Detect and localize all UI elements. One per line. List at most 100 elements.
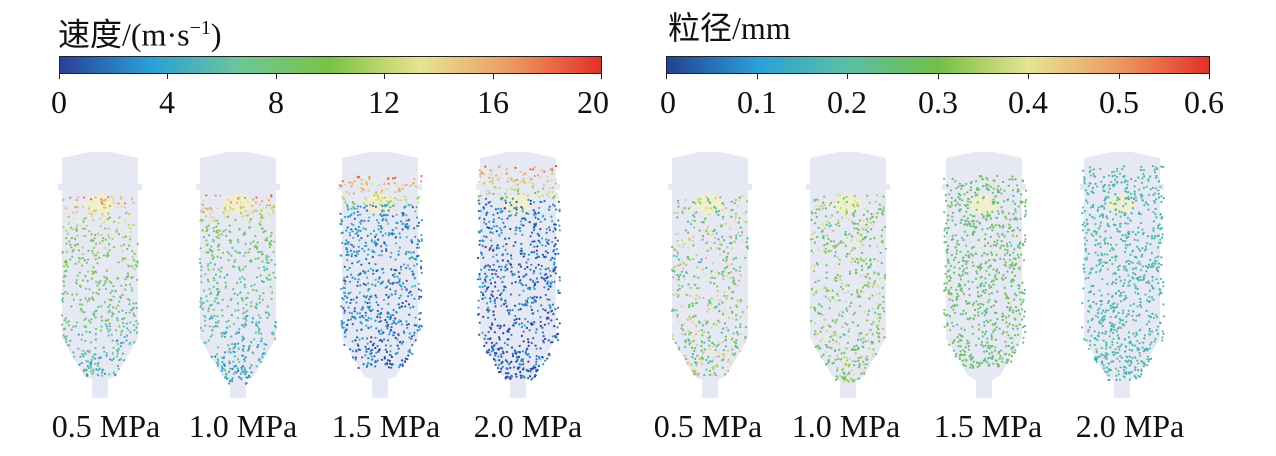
particle: [205, 226, 208, 229]
particle: [209, 249, 212, 252]
particle: [1113, 174, 1116, 177]
particle: [976, 193, 979, 196]
particle: [958, 197, 961, 200]
particle: [1089, 206, 1092, 209]
particle: [961, 312, 964, 316]
particle: [495, 230, 498, 233]
particle: [872, 347, 875, 351]
particle: [110, 333, 113, 336]
particle: [986, 346, 990, 349]
particle: [857, 261, 860, 264]
particle: [952, 349, 955, 352]
particle: [242, 268, 245, 271]
particle: [965, 262, 968, 266]
particle: [84, 317, 88, 320]
particle: [206, 228, 209, 231]
particle: [1161, 339, 1164, 342]
particle: [980, 340, 983, 343]
particle: [813, 222, 816, 225]
particle: [90, 270, 93, 273]
particle: [744, 340, 747, 343]
particle: [943, 229, 946, 232]
particle: [481, 285, 484, 289]
particle: [386, 327, 389, 330]
particle: [978, 364, 981, 367]
velocity-vessel-1.5mpa: [338, 152, 423, 398]
particle: [735, 305, 738, 308]
particle: [98, 217, 102, 220]
particle: [135, 326, 138, 329]
particle: [415, 255, 419, 258]
particle: [533, 174, 536, 178]
particle: [111, 237, 114, 241]
particle: [238, 360, 241, 364]
particle: [735, 345, 738, 348]
particle: [681, 209, 684, 212]
particle: [106, 327, 109, 330]
particle: [997, 363, 1000, 367]
particle: [977, 188, 980, 191]
particle: [1110, 243, 1113, 246]
particle: [955, 249, 958, 252]
particle: [836, 369, 839, 372]
particle: [954, 180, 957, 183]
particle: [350, 312, 354, 315]
particle: [95, 327, 98, 331]
particle: [494, 318, 497, 321]
particle: [342, 321, 345, 324]
particle: [838, 374, 841, 377]
particle: [967, 280, 970, 283]
particle: [354, 228, 357, 231]
particle: [869, 328, 872, 332]
particle: [91, 298, 94, 301]
particle: [1016, 245, 1019, 248]
particle: [991, 253, 994, 256]
particle: [114, 373, 117, 376]
particle: [250, 364, 253, 367]
particle: [406, 358, 409, 361]
particle: [983, 284, 986, 287]
particle: [260, 200, 264, 203]
particle: [233, 260, 236, 263]
particle: [242, 337, 245, 340]
particle: [852, 214, 855, 217]
particle: [127, 213, 130, 216]
particle: [344, 215, 347, 219]
particle: [836, 367, 839, 370]
particle: [84, 297, 87, 300]
particle: [555, 336, 558, 339]
particle: [1010, 360, 1013, 363]
particle: [483, 284, 486, 287]
particle: [707, 373, 711, 376]
particle: [120, 244, 123, 247]
particle: [735, 339, 738, 342]
particle: [525, 304, 528, 307]
particle: [418, 328, 422, 331]
particle: [408, 336, 411, 339]
particle: [232, 322, 235, 325]
particle: [488, 192, 491, 195]
particle: [734, 326, 737, 329]
particle: [117, 277, 120, 280]
particle: [356, 343, 359, 346]
particle: [96, 251, 99, 254]
particle: [956, 297, 959, 300]
particle: [680, 270, 683, 273]
particle: [836, 256, 839, 259]
particle: [734, 215, 738, 218]
particle: [372, 213, 375, 216]
particle: [411, 343, 414, 347]
particle: [234, 364, 238, 367]
particle: [80, 353, 84, 356]
particle: [533, 269, 536, 273]
particle: [394, 290, 397, 293]
particle: [957, 185, 960, 188]
particle: [89, 341, 92, 344]
particle: [364, 283, 367, 286]
particle: [529, 199, 532, 202]
particle: [214, 355, 217, 358]
particle: [90, 358, 93, 362]
particle: [394, 292, 397, 296]
particle: [992, 258, 995, 261]
vessel-outline: [196, 152, 280, 398]
